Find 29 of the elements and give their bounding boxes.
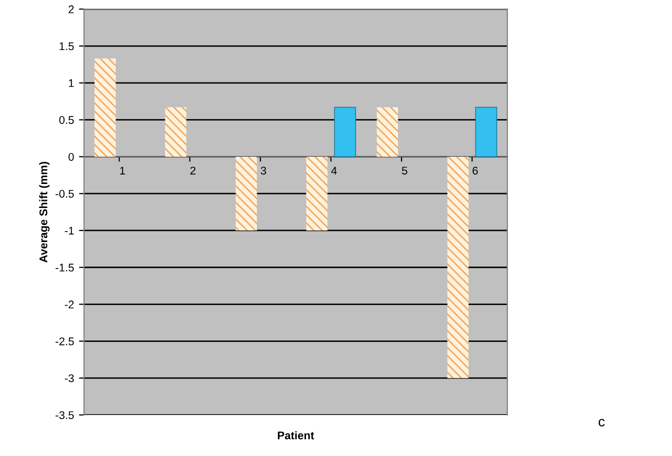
x-axis-title: Patient	[278, 431, 314, 440]
bar	[306, 156, 328, 230]
x-tick-label: 3	[260, 166, 266, 175]
bar	[475, 106, 498, 158]
bar	[376, 107, 398, 157]
y-tick-label: -1	[64, 226, 74, 235]
x-tick-label: 5	[402, 166, 408, 175]
y-tick-label: -3	[64, 374, 74, 382]
y-tick-label: -1.5	[56, 264, 74, 272]
bar	[94, 58, 116, 157]
y-tick-label: 1	[68, 79, 74, 87]
y-tick-label: -2	[64, 300, 74, 308]
bar	[334, 106, 356, 158]
text: c	[598, 418, 605, 426]
y-tick-label: 1.5	[60, 42, 74, 50]
y-tick-label: 0.5	[59, 116, 74, 124]
bar	[236, 156, 257, 230]
y-tick-label: -3.5	[56, 411, 74, 420]
y-axis-title: Average Shift (mm)	[39, 162, 50, 262]
y-tick-label: 2	[68, 5, 74, 14]
x-tick-label: 1	[120, 166, 125, 174]
y-tick-label: -2.5	[56, 337, 74, 346]
x-tick-label: 2	[190, 166, 196, 174]
x-tick-label: 4	[331, 166, 337, 174]
bar	[447, 156, 469, 378]
x-tick-label: 6	[472, 166, 478, 175]
y-tick-label: -0.5	[56, 190, 74, 198]
y-tick-label: 0	[68, 152, 74, 161]
bar	[165, 107, 186, 157]
